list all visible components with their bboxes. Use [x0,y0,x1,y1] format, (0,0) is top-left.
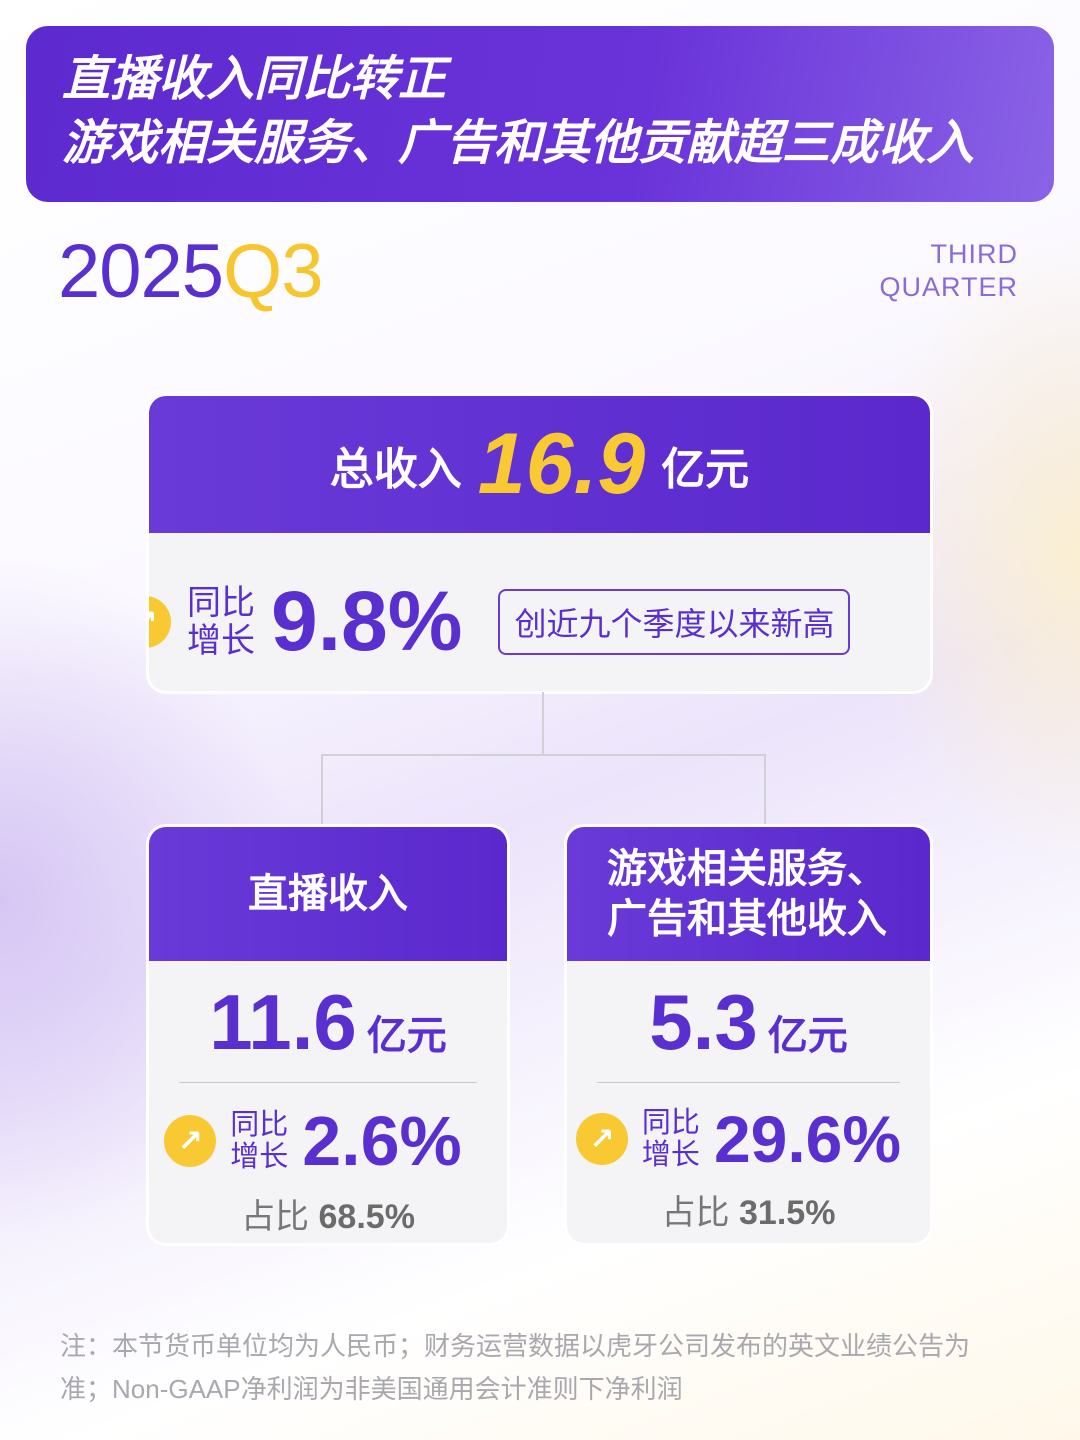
segment-title: 直播收入 [248,872,408,916]
share: 占比 31.5% [567,1185,930,1234]
yoy-row: ↗ 同比 增长 29.6% [567,1101,930,1177]
total-yoy-value: 9.8% [271,574,463,668]
yoy-label: 同比 增长 [187,584,255,660]
total-revenue-header: 总收入 16.9 亿元 [149,396,930,533]
divider [179,1082,477,1083]
record-high-badge: 创近九个季度以来新高 [498,588,851,655]
yoy-label: 同比 增长 [642,1107,700,1171]
year: 2025 [58,229,224,314]
segment-title-1: 游戏相关服务、 [607,847,887,891]
yoy-label-2: 增长 [187,621,255,660]
games-ads-header: 游戏相关服务、 广告和其他收入 [567,827,930,961]
trending-up-icon: ↗ [575,1113,628,1165]
quarter-label: THIRD QUARTER [879,238,1018,304]
total-unit: 亿元 [661,444,750,494]
trending-up-icon: ↗ [164,1115,217,1167]
quarter-label-2: QUARTER [879,272,1018,302]
segment-title-2: 广告和其他收入 [607,897,887,941]
trending-up-icon: ↗ [149,595,171,648]
yoy-label-2: 增长 [230,1141,289,1173]
connector-line [321,754,323,826]
footnote: 注：本节货币单位均为人民币；财务运营数据以虎牙公司发布的英文业绩公告为准；Non… [60,1331,971,1404]
connector-line [764,754,766,826]
title-line-2: 游戏相关服务、广告和其他贡献超三成收入 [62,117,975,170]
yoy-row: ↗ 同比 增长 2.6% [149,1101,507,1181]
value: 11.6 [209,978,357,1066]
yoy-label-2: 增长 [641,1139,700,1171]
yoy-value: 29.6% [713,1102,902,1176]
share-value: 31.5% [739,1194,836,1232]
period-title: 2025Q3 [58,228,323,315]
share-label: 占比 [241,1198,310,1236]
title-line-1: 直播收入同比转正 [62,53,447,106]
live-revenue-card: 直播收入 11.6 亿元 ↗ 同比 增长 2.6% 占比 68.5% [146,824,510,1246]
connector-line [542,692,544,756]
total-label: 总收入 [329,444,462,494]
total-value: 16.9 [477,416,646,512]
yoy-label-1: 同比 [187,583,255,622]
share-value: 68.5% [318,1198,415,1236]
share-label: 占比 [661,1194,730,1232]
share: 占比 68.5% [149,1189,507,1238]
unit: 亿元 [767,1014,848,1058]
yoy-label-1: 同比 [230,1109,289,1141]
quarter-label-1: THIRD [930,239,1018,269]
yoy-label-1: 同比 [641,1107,700,1139]
live-revenue-header: 直播收入 [149,827,507,961]
divider [597,1082,900,1083]
yoy-value: 2.6% [302,1102,462,1180]
segment-value: 5.3 亿元 [567,977,930,1068]
title-banner: 直播收入同比转正 游戏相关服务、广告和其他贡献超三成收入 [26,26,1054,202]
segment-value: 11.6 亿元 [149,977,507,1068]
games-ads-revenue-card: 游戏相关服务、 广告和其他收入 5.3 亿元 ↗ 同比 增长 29.6% 占比 31.… [564,824,933,1246]
yoy-label: 同比 增长 [230,1109,288,1173]
connector-line [321,754,766,756]
value: 5.3 [649,978,758,1066]
quarter: Q3 [223,229,323,314]
unit: 亿元 [366,1014,447,1058]
